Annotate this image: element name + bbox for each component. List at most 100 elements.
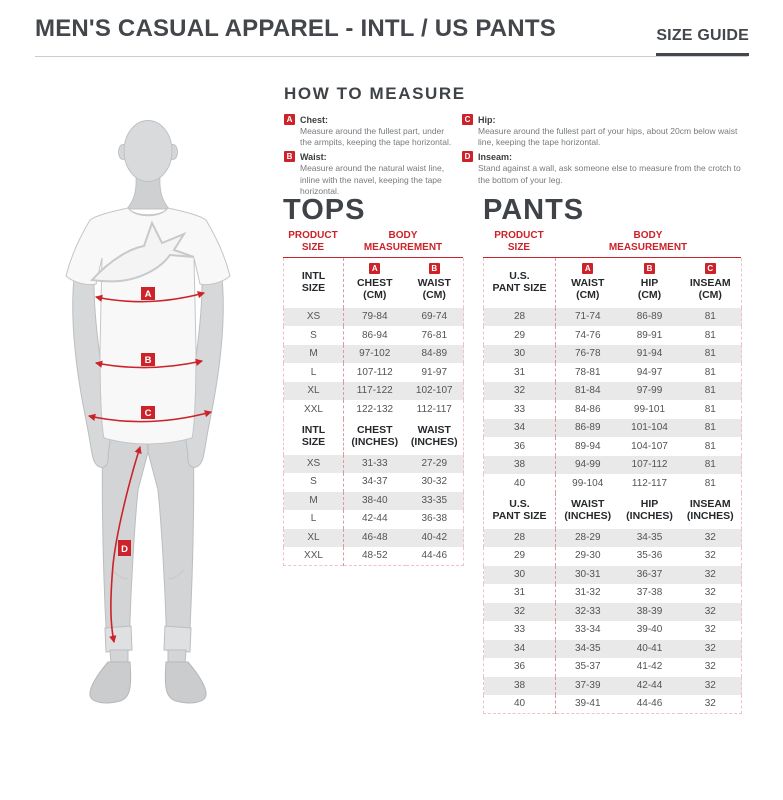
table-cell: 39-41 <box>574 698 601 709</box>
measure-item-chest: A Chest: Measure around the fullest part… <box>284 114 456 148</box>
marker-a-badge <box>141 287 155 300</box>
table-row: 28 71-74 86-89 81 <box>483 307 742 327</box>
table-cell: 37-39 <box>555 676 620 695</box>
table-cell: 122-132 <box>356 403 394 415</box>
table-row: XXL 48-52 44-46 <box>283 547 464 566</box>
table-cell: 36 <box>483 437 556 456</box>
table-row: S 34-37 30-32 <box>283 473 464 492</box>
table-cell: 94-97 <box>636 366 663 378</box>
pants-section: PANTS PRODUCT SIZE BODY MEASUREMENT U.S.… <box>483 196 742 714</box>
table-cell: 79-84 <box>343 307 406 327</box>
table-row: M 38-40 33-35 <box>283 491 464 510</box>
tops-cm-body: XS 79-84 69-74 S 86-94 76-81 M 97-102 84-89 L 107-… <box>283 307 464 419</box>
table-cell: 94-99 <box>555 455 620 475</box>
measure-label: Chest: <box>300 114 329 125</box>
table-cell: 27-29 <box>405 454 464 473</box>
table-cell: 38 <box>483 455 556 475</box>
table-cell: 112-117 <box>416 403 452 415</box>
product-size-header: PRODUCT SIZE <box>288 230 338 253</box>
table-cell: 40 <box>483 695 556 714</box>
table-cell: 81 <box>679 344 742 364</box>
measure-description: Measure around the fullest part of your … <box>478 126 738 148</box>
table-cell: 32 <box>679 639 742 658</box>
table-row: L 42-44 36-38 <box>283 510 464 529</box>
table-cell: 39-40 <box>636 624 663 636</box>
table-cell: 35-36 <box>636 550 663 562</box>
table-row: 40 39-41 44-46 32 <box>483 695 742 714</box>
table-cell: XS <box>283 454 344 473</box>
measure-label: Hip: <box>478 114 496 125</box>
table-cell: XXL <box>283 400 344 419</box>
table-cell: 101-104 <box>619 418 680 438</box>
marker-c-label: C <box>145 408 152 419</box>
tops-cm-header-row: INTL SIZE A CHEST (CM) B WAIST (CM) <box>283 258 464 308</box>
table-cell: 91-94 <box>619 344 680 364</box>
measure-badge-b-icon: B <box>644 263 655 274</box>
table-cell: M <box>283 344 344 364</box>
page-title: MEN'S CASUAL APPAREL - INTL / US PANTS <box>35 15 556 42</box>
table-cell: 41-42 <box>636 661 663 673</box>
table-row: 32 32-33 38-39 32 <box>483 602 742 621</box>
measure-description: Measure around the fullest part, under t… <box>300 126 452 148</box>
table-cell: 86-89 <box>619 307 680 327</box>
tops-title: TOPS <box>283 194 366 226</box>
table-cell: 42-44 <box>361 513 388 525</box>
table-cell: 32 <box>679 602 742 621</box>
table-cell: 81 <box>679 455 742 475</box>
table-cell: 28-29 <box>555 528 620 547</box>
table-cell: 34-37 <box>361 476 388 488</box>
measure-label: Waist: <box>300 151 327 162</box>
marker-c-badge <box>141 406 155 419</box>
table-cell: 97-99 <box>619 381 680 401</box>
table-row: 29 74-76 89-91 81 <box>483 326 742 345</box>
table-cell: 46-48 <box>343 528 406 547</box>
table-cell: 34-35 <box>555 639 620 658</box>
pants-cm-header-row: U.S. PANT SIZE A WAIST (CM) B HIP (CM) <box>483 258 742 308</box>
table-cell: 29 <box>483 547 556 566</box>
table-cell: 81 <box>679 307 742 327</box>
column-header-intl-size: INTL SIZE <box>283 258 344 308</box>
table-row: XL 117-122 102-107 <box>283 381 464 401</box>
table-cell: 86-94 <box>361 329 388 341</box>
table-cell: 34-35 <box>619 528 680 547</box>
table-row: 38 94-99 107-112 81 <box>483 455 742 475</box>
table-row: 40 99-104 112-117 81 <box>483 474 742 493</box>
table-cell: M <box>283 491 344 510</box>
table-row: L 107-112 91-97 <box>283 363 464 382</box>
table-cell: 76-81 <box>421 329 448 341</box>
table-cell: 91-97 <box>421 366 448 378</box>
table-cell: 32 <box>679 676 742 695</box>
body-measurement-header: BODY MEASUREMENT <box>363 230 443 253</box>
table-cell: 81 <box>704 329 716 341</box>
measure-item-hip: C Hip: Measure around the fullest part o… <box>462 114 752 148</box>
table-cell: 30 <box>483 565 556 584</box>
table-cell: 84-86 <box>574 403 601 415</box>
table-row: 33 84-86 99-101 81 <box>483 400 742 419</box>
table-cell: 33-35 <box>405 491 464 510</box>
table-cell: 33-34 <box>574 624 601 636</box>
column-header-chest-inches: CHEST (INCHES) <box>351 423 399 449</box>
marker-b-badge <box>141 353 155 366</box>
table-row: 30 76-78 91-94 81 <box>483 344 742 364</box>
table-cell: 69-74 <box>405 307 464 327</box>
table-row: M 97-102 84-89 <box>283 344 464 364</box>
pants-inches-header-row: U.S. PANT SIZE WAIST (INCHES) HIP (INCHE… <box>483 492 742 529</box>
tops-table: INTL SIZE A CHEST (CM) B WAIST (CM) XS 7 <box>283 258 464 566</box>
table-cell: 32 <box>704 698 716 709</box>
table-cell: 42-44 <box>619 676 680 695</box>
measure-badge-c-icon: C <box>704 263 716 274</box>
table-cell: S <box>283 326 344 345</box>
table-cell: 37-38 <box>636 587 663 599</box>
pants-cm-body: 28 71-74 86-89 81 29 74-76 89-91 81 30 76-78 91-94… <box>483 307 742 493</box>
body-measurement-header: BODY MEASUREMENT <box>608 230 688 253</box>
size-guide-tab[interactable]: SIZE GUIDE <box>656 27 749 56</box>
table-cell: 36-38 <box>421 513 448 525</box>
table-cell: 81 <box>704 440 716 452</box>
pants-inches-body: 28 28-29 34-35 32 29 29-30 35-36 32 30 30-31 36-37… <box>483 528 742 714</box>
table-cell: 31-32 <box>574 587 601 599</box>
measure-badge-d-icon: D <box>462 151 473 163</box>
table-cell: 31 <box>483 363 556 382</box>
table-cell: 30-32 <box>421 476 448 488</box>
table-cell: 28 <box>483 307 556 327</box>
